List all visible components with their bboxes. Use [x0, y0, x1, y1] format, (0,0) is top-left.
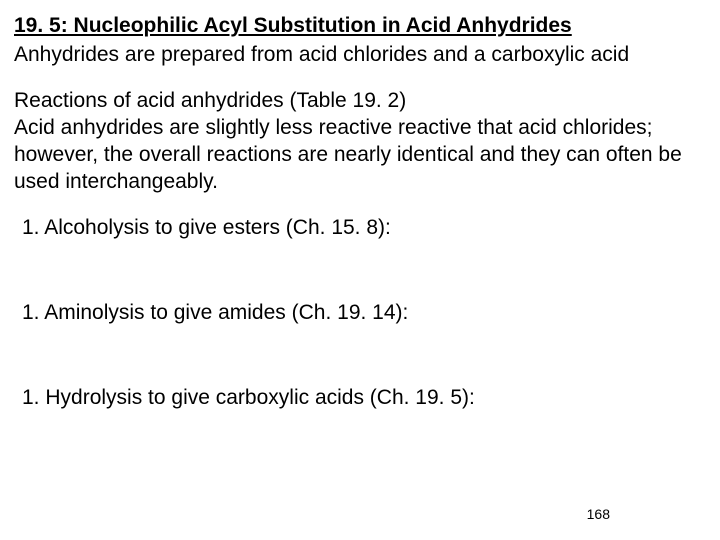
- section-subtitle: Anhydrides are prepared from acid chlori…: [14, 41, 706, 68]
- reactions-heading: Reactions of acid anhydrides (Table 19. …: [14, 87, 706, 114]
- list-item: 1. Hydrolysis to give carboxylic acids (…: [14, 384, 706, 411]
- list-item: 1. Alcoholysis to give esters (Ch. 15. 8…: [14, 214, 706, 241]
- list-text: Alcoholysis to give esters (Ch. 15. 8):: [44, 216, 391, 239]
- reactions-body: Acid anhydrides are slightly less reacti…: [14, 114, 706, 196]
- list-text: Hydrolysis to give carboxylic acids (Ch.…: [45, 386, 475, 409]
- section-title: 19. 5: Nucleophilic Acyl Substitution in…: [14, 12, 706, 39]
- list-number: 1.: [22, 386, 40, 409]
- page-number: 168: [587, 506, 610, 522]
- list-text: Aminolysis to give amides (Ch. 19. 14):: [44, 301, 408, 324]
- list-number: 1.: [22, 216, 40, 239]
- list-number: 1.: [22, 301, 40, 324]
- list-item: 1. Aminolysis to give amides (Ch. 19. 14…: [14, 299, 706, 326]
